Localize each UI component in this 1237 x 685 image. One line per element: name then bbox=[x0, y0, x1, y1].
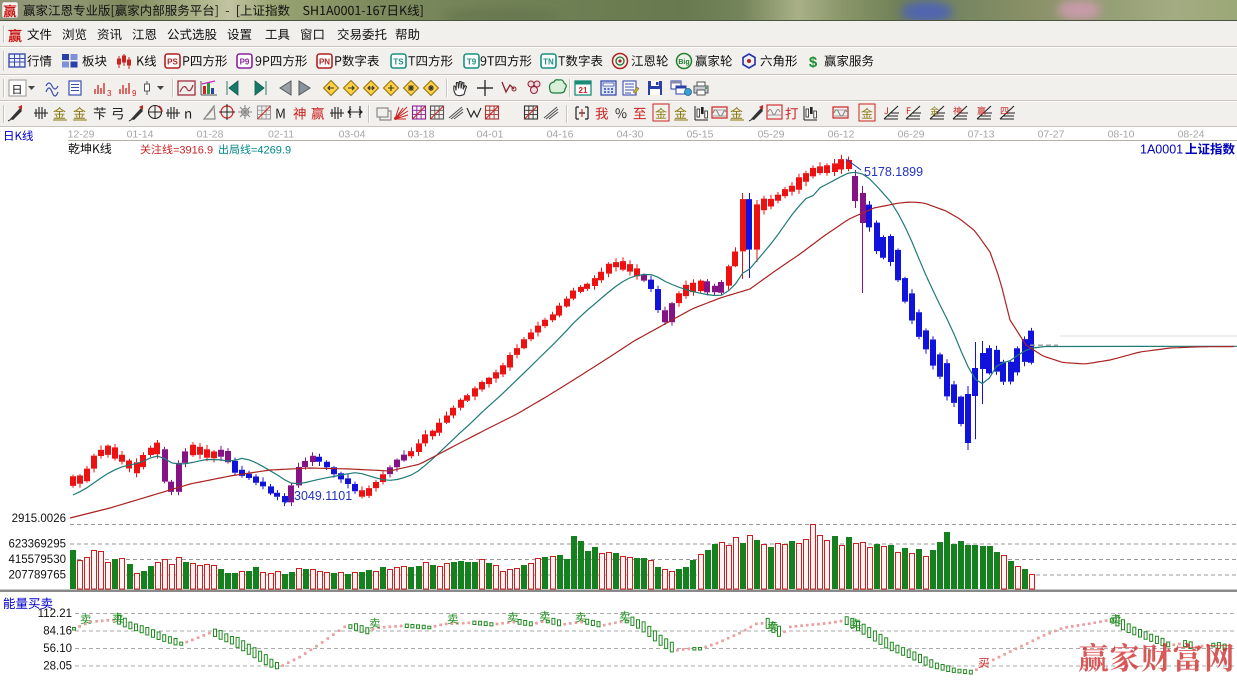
svg-text:07-27: 07-27 bbox=[1038, 129, 1065, 141]
svg-text:$: $ bbox=[809, 54, 818, 71]
svg-text:06-29: 06-29 bbox=[898, 129, 925, 141]
svg-text:02-11: 02-11 bbox=[268, 129, 294, 141]
svg-text:06-12: 06-12 bbox=[828, 129, 855, 141]
svg-text:5178.1899: 5178.1899 bbox=[864, 165, 923, 179]
svg-text:207789765: 207789765 bbox=[8, 570, 66, 582]
svg-text:12-29: 12-29 bbox=[68, 129, 95, 141]
svg-text:05-29: 05-29 bbox=[758, 129, 785, 141]
svg-text:=3916.9: =3916.9 bbox=[173, 145, 213, 157]
svg-text:9: 9 bbox=[132, 89, 137, 98]
svg-text:28.05: 28.05 bbox=[43, 661, 72, 673]
svg-text:TN: TN bbox=[543, 58, 554, 67]
svg-text:=4269.9: =4269.9 bbox=[251, 145, 291, 157]
svg-text:03-04: 03-04 bbox=[339, 129, 366, 141]
svg-text:08-10: 08-10 bbox=[1108, 129, 1135, 141]
svg-text:08-24: 08-24 bbox=[1178, 129, 1205, 141]
svg-text:Big: Big bbox=[678, 59, 689, 66]
svg-text:P9: P9 bbox=[240, 58, 250, 67]
svg-text:04-30: 04-30 bbox=[617, 129, 644, 141]
svg-text:415579530: 415579530 bbox=[8, 554, 66, 566]
svg-text:03-18: 03-18 bbox=[408, 129, 435, 141]
svg-text:T9: T9 bbox=[467, 58, 477, 67]
svg-text:04-01: 04-01 bbox=[477, 129, 504, 141]
svg-text:1A0001: 1A0001 bbox=[1140, 143, 1183, 157]
svg-text:01-28: 01-28 bbox=[197, 129, 224, 141]
svg-text:2915.0026: 2915.0026 bbox=[12, 513, 66, 525]
svg-text:05-15: 05-15 bbox=[687, 129, 714, 141]
svg-text:TS: TS bbox=[393, 58, 404, 67]
svg-text:PS: PS bbox=[167, 58, 178, 67]
svg-text:112.21: 112.21 bbox=[38, 608, 72, 620]
svg-text:623369295: 623369295 bbox=[8, 539, 66, 551]
svg-text:84.16: 84.16 bbox=[43, 626, 72, 638]
svg-text:01-14: 01-14 bbox=[127, 129, 154, 141]
svg-text:3: 3 bbox=[107, 89, 112, 98]
svg-text:07-13: 07-13 bbox=[968, 129, 995, 141]
svg-text:56.10: 56.10 bbox=[43, 643, 72, 655]
svg-text:PN: PN bbox=[319, 58, 330, 67]
svg-text:3049.1101: 3049.1101 bbox=[294, 489, 352, 503]
svg-text:04-16: 04-16 bbox=[547, 129, 574, 141]
svg-text:21: 21 bbox=[579, 86, 588, 95]
